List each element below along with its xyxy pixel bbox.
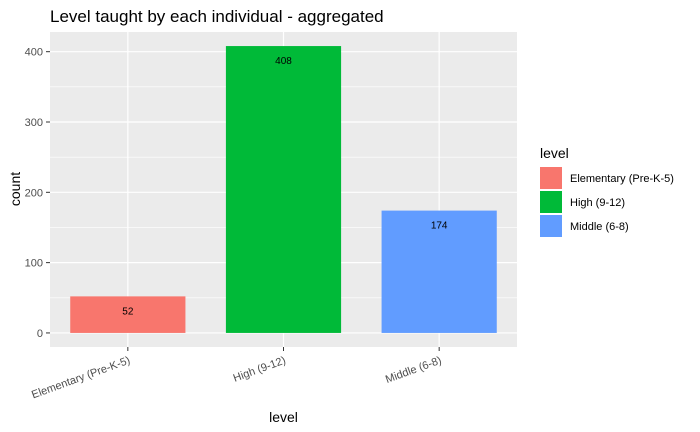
data-label: 52 [122,306,134,317]
legend-label: High (9-12) [570,197,625,209]
y-tick-label: 100 [25,258,43,270]
x-axis: Elementary (Pre-K-5) High (9-12) Middle (6… [30,347,443,401]
bar [381,210,497,333]
y-tick-label: 200 [25,187,43,199]
chart-title: Level taught by each individual - aggreg… [50,7,384,26]
bar [225,46,342,333]
legend-key [540,191,562,213]
data-label: 174 [431,221,448,232]
x-tick-label: Middle (6-8) [384,355,443,386]
x-axis-title: level [269,409,298,425]
y-tick-label: 300 [25,117,43,129]
legend-title: level [540,145,569,161]
bars-group: 52 408 174 [70,46,497,333]
bar [70,296,186,333]
legend: level Elementary (Pre-K-5) High (9-12) Mid… [540,145,674,237]
y-tick-label: 0 [37,328,43,340]
y-axis: 0 100 200 300 400 [25,47,50,340]
x-tick-label: Elementary (Pre-K-5) [30,355,132,402]
data-label: 408 [275,56,292,67]
legend-label: Middle (6-8) [570,221,629,233]
legend-label: Elementary (Pre-K-5) [570,173,674,185]
x-tick-label: High (9-12) [232,355,288,385]
y-tick-label: 400 [25,47,43,59]
legend-key [540,167,562,189]
y-axis-title: count [7,172,23,206]
legend-key [540,215,562,237]
